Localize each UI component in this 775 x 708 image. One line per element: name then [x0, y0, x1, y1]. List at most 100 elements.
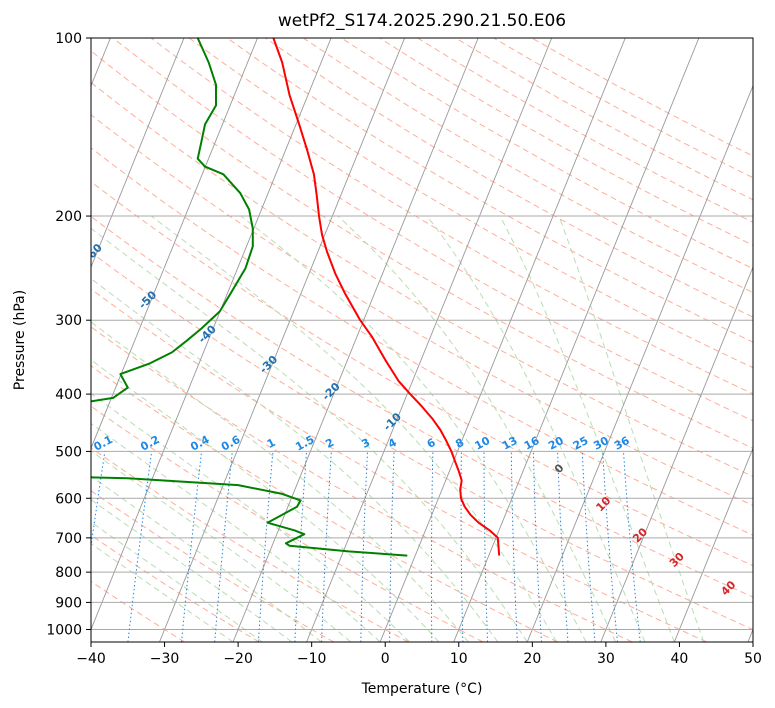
mixing-ratio-label: 16: [522, 434, 542, 453]
mixing-ratio-label: 1.5: [293, 433, 316, 454]
dry-adiabat: [188, 38, 753, 369]
y-tick-label: 600: [55, 491, 82, 507]
dry-adiabat: [341, 38, 753, 270]
x-tick-label: 50: [744, 651, 762, 667]
mixing-ratio-line: [181, 451, 203, 642]
dry-adiabat: [417, 38, 753, 223]
dry-adiabat: [226, 38, 753, 343]
mixing-ratio-line: [321, 451, 332, 642]
isotherm-line: [379, 38, 626, 642]
mixing-ratio-line: [483, 451, 489, 642]
mixing-ratio-label: 25: [571, 434, 591, 453]
axis-ticks: −40 −30 −20 −10 0 10 20 30 40 5010020030040050060…: [46, 31, 762, 667]
mixing-ratio-line: [532, 451, 542, 642]
y-tick-label: 700: [55, 531, 82, 547]
mixing-ratio-label: 3: [359, 436, 372, 451]
reference-label: 0: [552, 461, 567, 476]
isotherm-label: -60: [82, 241, 105, 264]
y-tick-label: 800: [55, 565, 82, 581]
isotherm-line: [91, 38, 185, 269]
x-tick-label: 20: [523, 651, 541, 667]
isotherm-line: [91, 38, 332, 631]
mixing-ratio-label: 30: [591, 434, 611, 453]
y-tick-label: 400: [55, 387, 82, 403]
moist-adiabat: [91, 450, 352, 642]
profile-lines: [91, 38, 501, 557]
temperature-profile: [272, 38, 501, 556]
dry-adiabat: [91, 365, 558, 642]
isotherm-label: -70: [29, 189, 52, 212]
x-tick-label: −20: [223, 651, 253, 667]
x-tick-label: −10: [297, 651, 327, 667]
moist-adiabat: [91, 321, 469, 642]
dry-adiabat: [303, 38, 753, 294]
dry-adiabat: [91, 114, 753, 507]
mixing-ratio-label: 2: [323, 436, 336, 451]
dry-adiabat: [91, 251, 753, 631]
isotherm-line: [526, 84, 753, 642]
dry-adiabat: [150, 38, 753, 395]
moist-adiabat: [91, 227, 528, 642]
mixing-ratio-label: 10: [473, 434, 493, 453]
y-tick-label: 200: [55, 209, 82, 225]
mixing-ratio-label: 20: [546, 434, 566, 453]
moist-adiabat: [91, 542, 234, 642]
isotherm-line: [159, 38, 406, 642]
mixing-ratio-line: [360, 451, 368, 642]
dry-adiabat: [91, 326, 633, 642]
moist-adiabat: [91, 278, 499, 642]
moist-adiabat: [150, 215, 558, 642]
isotherm-label: -40: [196, 322, 219, 345]
moist-adiabat: [91, 422, 381, 642]
mixing-ratio-label: 0.2: [138, 433, 161, 454]
moist-adiabat: [337, 215, 616, 642]
mixing-ratio-label: 36: [612, 434, 632, 453]
moist-adiabat: [426, 215, 646, 642]
y-tick-label: 900: [55, 595, 82, 611]
mixing-ratio-label: 6: [425, 436, 438, 451]
moist-adiabat: [91, 359, 440, 642]
mixing-ratio-label: 0.6: [219, 433, 243, 454]
moist-adiabat: [558, 215, 705, 642]
y-tick-label: 1000: [46, 622, 82, 638]
y-tick-label: 300: [55, 313, 82, 329]
dry-adiabat: [91, 288, 707, 642]
moist-adiabat: [91, 475, 322, 642]
moist-adiabat: [240, 215, 587, 642]
isotherm-line: [747, 628, 753, 642]
dry-adiabat: [91, 81, 753, 478]
isotherm-line: [673, 447, 753, 642]
isotherm-label: -10: [381, 410, 404, 433]
mixing-ratio-label: 13: [500, 434, 520, 453]
dry-adiabat: [91, 534, 260, 642]
mixing-ratio-line: [214, 451, 233, 642]
dewpoint-profile: [91, 38, 408, 557]
isotherm-line: [453, 38, 700, 642]
x-tick-label: 0: [381, 651, 390, 667]
mixing-ratio-line: [557, 451, 569, 642]
moist-adiabat: [91, 499, 293, 642]
mixing-ratio-line: [257, 451, 274, 642]
x-tick-label: 10: [450, 651, 468, 667]
mixing-ratio-label: 8: [453, 436, 466, 451]
mixing-ratio-label: 0.4: [188, 433, 212, 454]
mixing-ratio-label: 1: [265, 436, 278, 451]
mixing-ratio-line: [623, 451, 641, 642]
dry-adiabat: [91, 181, 753, 567]
dry-adiabat: [91, 405, 484, 642]
x-tick-label: −30: [150, 651, 180, 667]
y-tick-label: 100: [55, 31, 82, 47]
isotherm-label: -20: [320, 380, 343, 403]
isotherm-line: [306, 38, 553, 642]
plot-background: 0.10.20.40.611.52346810131620253036-100-…: [29, 38, 753, 642]
mixing-ratio-line: [430, 451, 434, 642]
isotherm-label: -50: [136, 288, 159, 311]
dry-adiabat: [455, 38, 753, 201]
isotherm-line: [91, 38, 258, 450]
mixing-ratio-label: 4: [386, 436, 399, 451]
dry-adiabat: [91, 490, 335, 642]
dry-adiabat: [91, 50, 753, 449]
isotherm-line: [232, 38, 479, 642]
